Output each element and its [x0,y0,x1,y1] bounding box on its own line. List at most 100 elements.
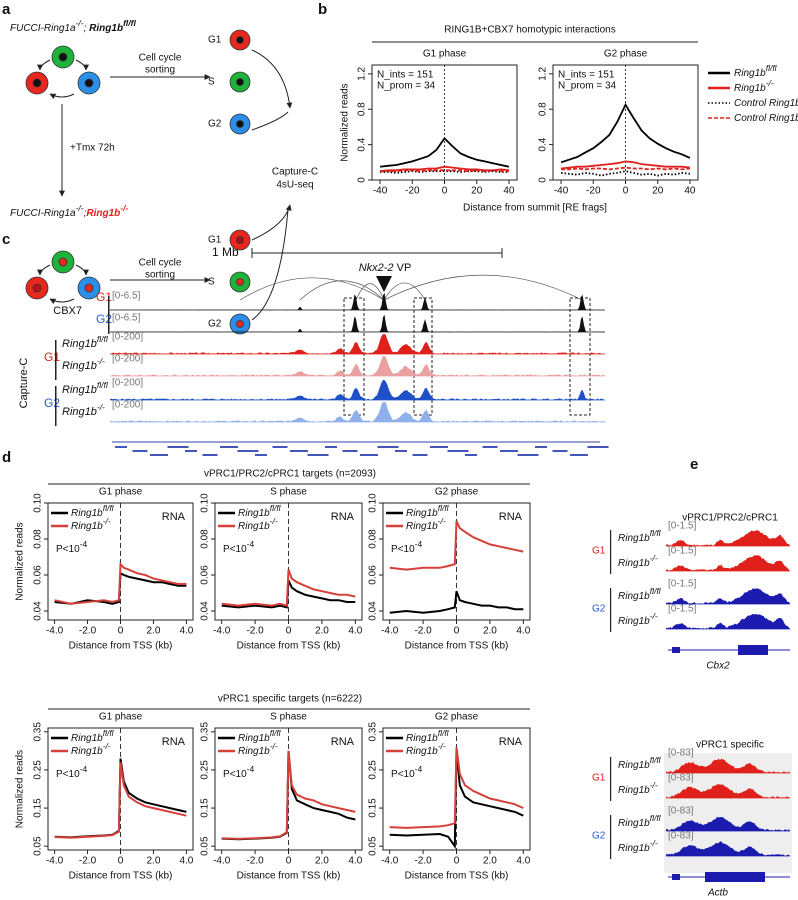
legend-label: Ring1bfl/fl [71,728,115,743]
x-tick-label: 2.0 [483,626,497,637]
gene-label: Cbx2 [706,661,730,672]
x-tick-label: 4.0 [516,856,530,867]
x-tick-label: 0 [286,626,292,637]
legend-label-part: -/- [438,516,446,526]
group-bar [610,815,612,859]
genotype-part: Ring1b [86,208,120,219]
phase-label: G1 [208,35,222,46]
y-tick-label: 0.05 [368,836,379,856]
genotype-label-part: -/- [650,780,658,790]
y-tick-label: 0.08 [200,529,211,549]
y-axis-label: Normalized reads [15,522,26,600]
x-tick-label: -2.0 [79,856,97,867]
sorting-label: sorting [145,65,175,76]
group-bar [108,296,110,334]
y-tick-label: 0.35 [33,722,44,742]
gene-label: Actb [707,888,728,899]
series-line [379,137,510,168]
x-tick-label: 20 [471,186,483,197]
annotation: RNA [162,736,186,748]
gene-model [705,872,765,882]
gene-model [115,446,127,448]
genotype-part: FUCCI-Ring1a [10,23,76,34]
y-axis-label: Normalized reads [15,750,26,828]
group-bar [55,340,57,380]
legend-label-part: -/- [270,741,278,751]
viewpoint-label-part: VP [394,262,412,274]
x-axis-label: Distance from TSS (kb) [237,871,341,882]
x-tick-label: -4.0 [381,856,399,867]
track-range: [0-6.5] [112,291,141,302]
sorting-label: Cell cycle [139,258,182,269]
legend-label: Ring1b-/- [71,741,111,756]
chart-title: G1 phase [423,49,467,60]
x-tick-label: -40 [373,186,388,197]
gene-model [360,454,378,456]
p-value-part: -4 [415,764,423,774]
legend-label: Ring1b-/- [734,78,774,93]
legend-label-part: Ring1b [71,746,103,757]
y-tick-label: 0.06 [368,565,379,585]
panel-label: d [2,449,11,466]
genotype: FUCCI-Ring1a-/-;Ring1b-/- [10,203,128,218]
group-bar [610,757,612,801]
signal-track [666,758,790,773]
series-line [380,170,509,174]
legend-label-part: Control Ring1b [734,98,798,109]
x-tick-label: -4.0 [381,626,399,637]
interaction-arc [239,277,385,301]
legend-label-part: Ring1b [71,508,103,519]
signal-track [666,784,790,798]
legend-label-part: -/- [438,741,446,751]
x-tick-label: -2.0 [414,626,432,637]
genotype-label-part: fl/fl [650,586,662,596]
y-tick-label: 0.35 [368,722,379,742]
panel-label: a [2,1,11,18]
y-tick-label: 1.2 [538,66,549,80]
group-bar [610,530,612,574]
x-tick-label: -4.0 [213,856,231,867]
gene-model [395,450,407,452]
genotype-label-part: fl/fl [650,813,662,823]
assay-label: Capture-C [272,167,318,178]
legend-label: Ring1b-/- [238,741,278,756]
legend-label-part: -/- [270,516,278,526]
y-tick-label: 0.25 [200,760,211,780]
series-line [389,520,524,571]
y-tick-label: 0.10 [33,493,44,513]
x-tick-label: 2.0 [315,856,329,867]
x-tick-label: -2.0 [414,856,432,867]
gene-model [307,454,329,456]
x-tick-label: -2.0 [246,626,264,637]
x-axis-label: Distance from TSS (kb) [69,871,173,882]
genotype-label: Ring1bfl/fl [618,586,662,601]
legend-label-part: Control Ring1b [734,113,798,124]
genotype-label: Ring1b-/- [62,402,105,418]
p-value-part: -4 [415,539,423,549]
x-tick-label: -40 [554,186,569,197]
p-value-part: P<10 [391,544,415,555]
series-line [560,102,691,164]
track-range: [0-1.5] [668,579,697,590]
series-line [54,561,187,605]
x-tick-label: 0 [454,856,460,867]
y-tick-label: 0.15 [368,798,379,818]
series-line [221,750,356,840]
x-tick-label: 4.0 [348,626,362,637]
genotype-label-part: Ring1b [618,591,650,602]
track-range: [0-83] [668,831,694,842]
annotation: RNA [499,511,523,523]
legend-label-part: Ring1b [406,733,438,744]
panel-label: e [690,456,698,473]
phase-label: G2 [44,396,60,410]
gene-model [447,450,469,452]
gene-model [465,454,477,456]
locus-title: vPRC1/PRC2/cPRC1 [682,513,778,524]
series-line [389,750,524,850]
p-value: P<10-4 [223,764,254,779]
y-tick-label: 0.10 [368,493,379,513]
gene-model [500,450,518,452]
legend-label-part: Ring1b [734,68,766,79]
p-value-part: P<10 [223,769,247,780]
phase-label: S [208,277,215,288]
